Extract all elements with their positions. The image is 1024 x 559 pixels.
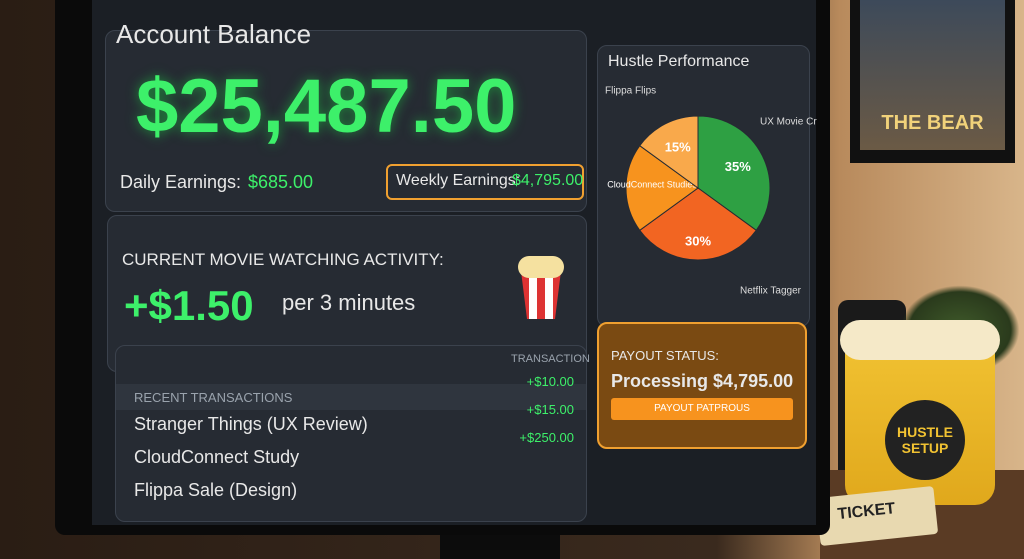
- transaction-name: Flippa Sale (Design): [134, 480, 298, 500]
- pie-slice: [639, 115, 699, 189]
- pie-slice: [639, 187, 757, 261]
- payout-status: Processing $4,795.00: [611, 371, 794, 391]
- popcorn-top: [840, 320, 1000, 360]
- bucket-badge: [885, 400, 965, 480]
- pie-chart: 35% UX Movie Critic 30% Netflix Tagger Cloud…: [605, 86, 817, 297]
- poster-art: [860, 0, 1005, 150]
- activity-rate: +$1.50: [124, 282, 254, 329]
- slice-category-label: UX Movie Critic: [760, 117, 817, 128]
- transactions-header-bar: [116, 384, 586, 410]
- transaction-amount: +$15.00: [526, 402, 574, 417]
- slice-category-label: Netflix Tagger: [740, 286, 802, 297]
- poster-title: THE BEAR: [881, 112, 984, 134]
- weekly-label: Weekly Earnings:: [396, 172, 521, 189]
- transaction-name: Stranger Things (UX Review): [134, 414, 368, 434]
- payout-panel: PAYOUT STATUS: Processing $4,795.00 PAYO…: [597, 322, 807, 449]
- slice-value-label: 30%: [685, 233, 711, 248]
- bucket-text: HUSTLE SETUP: [897, 424, 953, 456]
- pie-slice: [697, 115, 771, 232]
- popcorn-icon-top: [518, 256, 564, 278]
- balance-panel: Account Balance $25,487.50 Daily Earning…: [105, 19, 587, 212]
- pie-slice: [625, 144, 699, 232]
- daily-value: $685.00: [248, 172, 314, 192]
- balance-amount: $25,487.50: [136, 64, 517, 149]
- slice-category-label: CloudConnect Studies: [607, 179, 697, 189]
- transactions-panel: TRANSACTION RECENT TRANSACTIONS Stranger…: [115, 345, 590, 522]
- weekly-box: [386, 164, 584, 200]
- activity-unit: per 3 minutes: [282, 290, 416, 315]
- slice-category-label: Flippa Flips: [605, 86, 656, 97]
- popcorn-bucket: HUSTLE SETUP: [840, 320, 1000, 505]
- daily-label: Daily Earnings:: [120, 172, 242, 192]
- payout-title: PAYOUT STATUS:: [611, 348, 719, 363]
- transactions-title: RECENT TRANSACTIONS: [134, 390, 293, 405]
- payout-button[interactable]: PAYOUT PATPROUS: [611, 398, 793, 420]
- ticket-text: TICKET: [836, 500, 896, 524]
- popcorn-icon: [521, 271, 561, 319]
- transaction-name: CloudConnect Study: [134, 447, 300, 467]
- activity-title: CURRENT MOVIE WATCHING ACTIVITY:: [122, 250, 444, 269]
- slice-value-label: 15%: [665, 140, 691, 155]
- balance-title: Account Balance: [116, 19, 312, 49]
- pie-title: Hustle Performance: [608, 53, 750, 70]
- weekly-value: $4,795.00: [512, 172, 584, 189]
- column-header: TRANSACTION: [511, 353, 590, 365]
- poster: THE BEAR: [850, 0, 1015, 163]
- transaction-amount: +$10.00: [526, 374, 574, 389]
- transaction-amount: +$250.00: [519, 430, 574, 445]
- slice-value-label: 35%: [725, 159, 751, 174]
